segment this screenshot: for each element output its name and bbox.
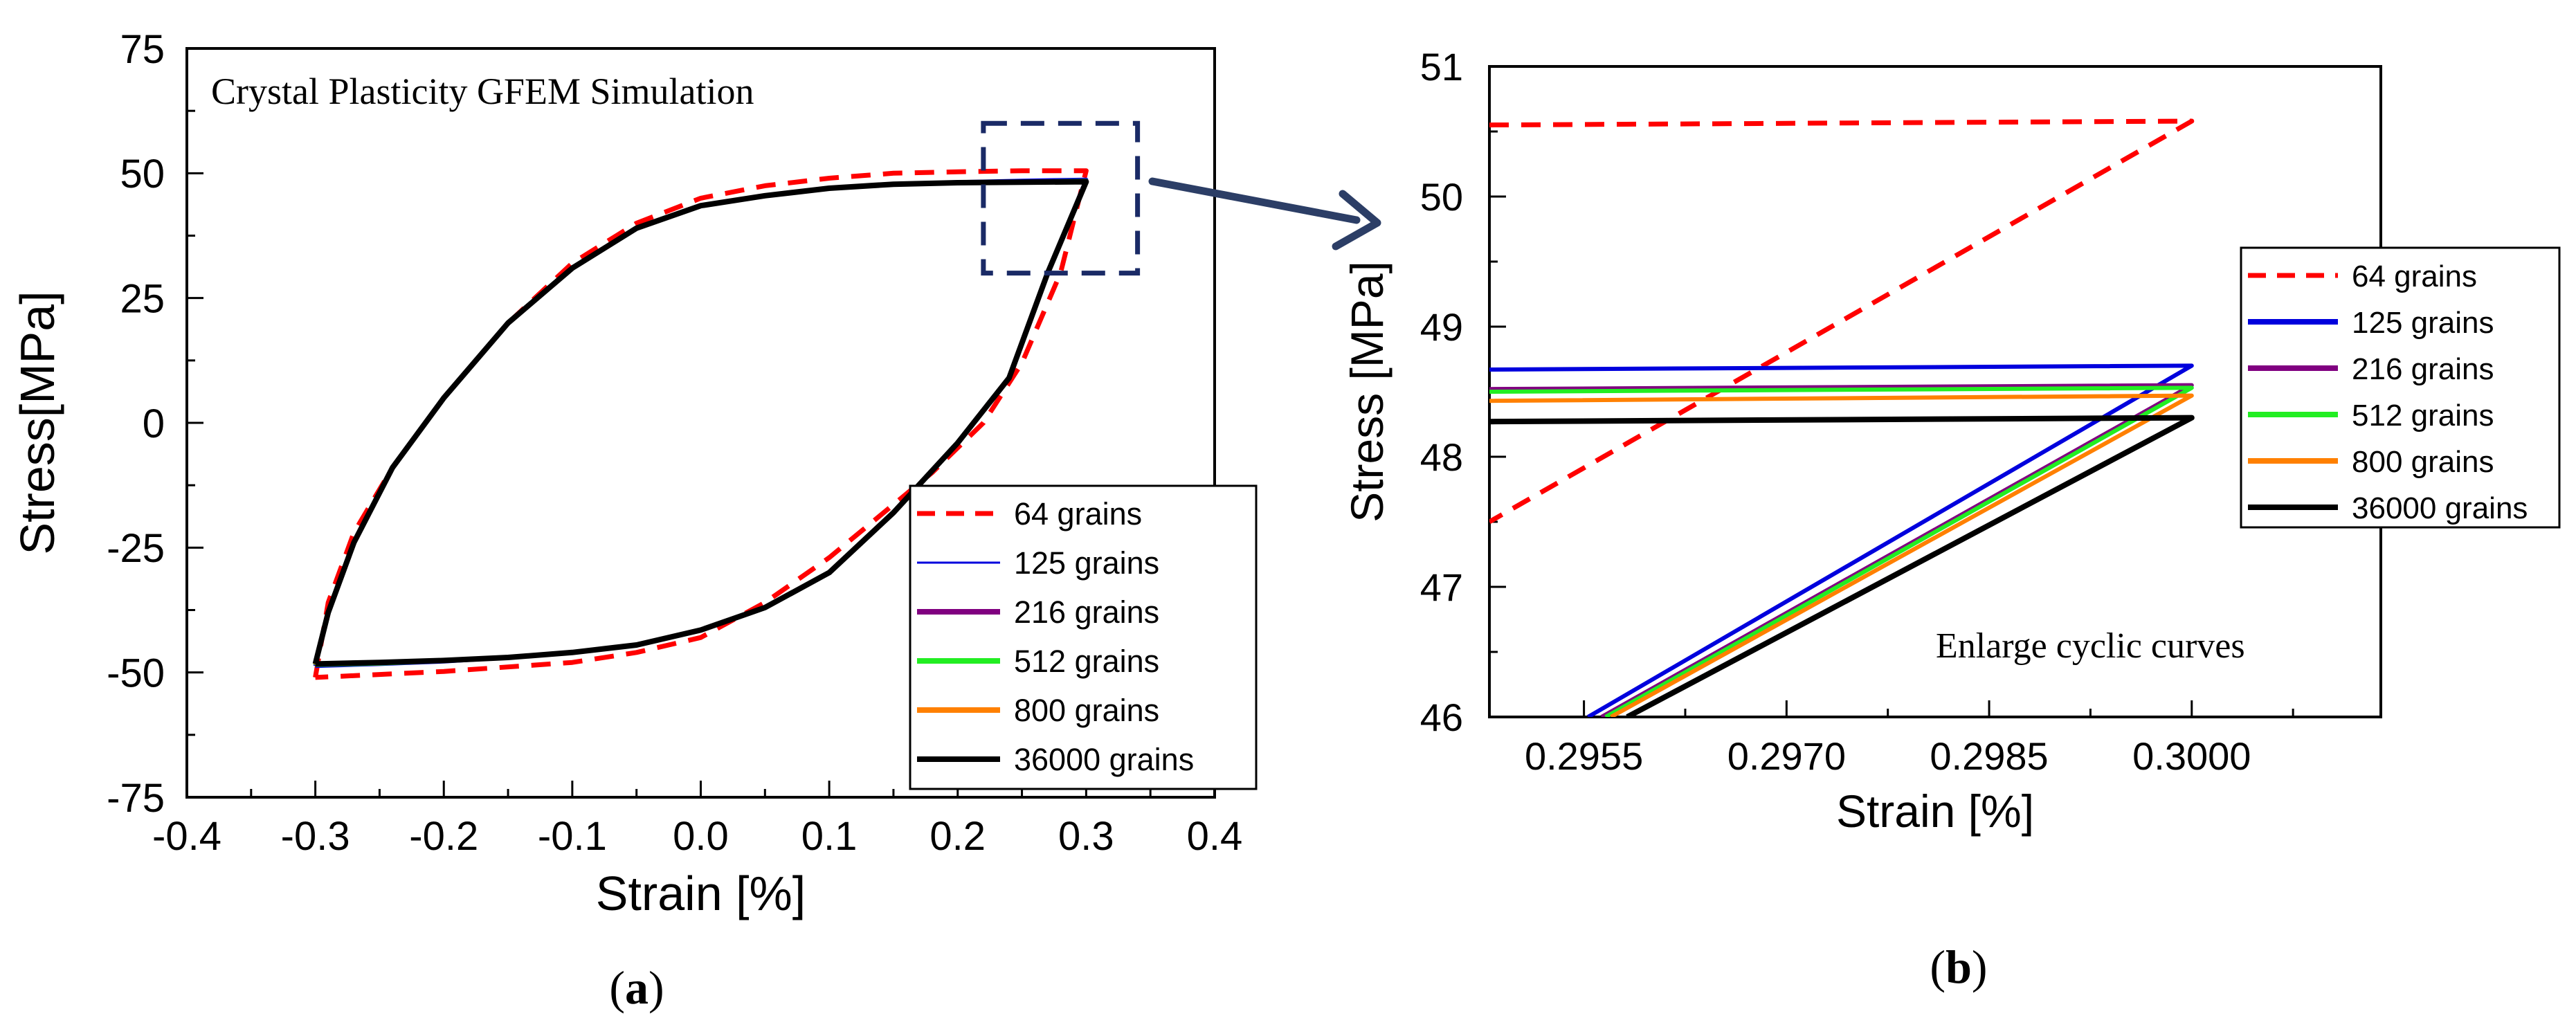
chart-annotation: Enlarge cyclic curves [1936, 626, 2245, 666]
x-axis-label: Strain [%] [1836, 785, 2034, 837]
y-tick-label: 51 [1420, 45, 1463, 89]
legend: 64 grains 125 grains 216 grains 512 grains 8… [2240, 246, 2561, 529]
legend-entry: 36000 grains [1014, 742, 1194, 777]
zoom-arrow [1148, 177, 1381, 251]
legend-frame [909, 484, 1258, 790]
x-tick-label: 0.2955 [1525, 734, 1643, 778]
zoom-box [981, 120, 1141, 276]
series-line [1489, 393, 2194, 717]
series-line [1489, 363, 2194, 717]
legend-entry: 512 grains [1014, 644, 1159, 679]
y-tick-label: 49 [1420, 305, 1463, 349]
series-line [1489, 118, 2195, 525]
x-axis-label: Strain [%] [596, 866, 806, 920]
y-tick-label: -25 [107, 526, 165, 571]
x-tick-label: 0.3 [1058, 814, 1114, 859]
x-tick-label: 0.2985 [1930, 734, 2048, 778]
y-tick-label: -50 [107, 651, 165, 696]
x-tick-label: 0.0 [673, 814, 729, 859]
y-tick-label: 25 [120, 277, 165, 322]
x-tick-label: 0.1 [801, 814, 858, 859]
y-tick-label: 48 [1420, 435, 1463, 479]
x-tick-label: 0.4 [1187, 814, 1243, 859]
chart-annotation: Crystal Plasticity GFEM Simulation [211, 71, 754, 112]
y-tick-label: 46 [1420, 696, 1463, 739]
series-line [1489, 415, 2195, 717]
chart-panel-b: 0.2955 0.2970 0.2985 0.3000 46 47 48 49 50 51 Stra… [1341, 45, 2561, 993]
x-tick-label: 0.2 [929, 814, 986, 859]
legend-entry: 216 grains [1014, 594, 1159, 630]
legend-entry: 125 grains [1014, 545, 1159, 581]
y-tick-label: 50 [1420, 175, 1463, 219]
y-tick-label: -75 [107, 776, 165, 821]
x-tick-label: -0.3 [281, 814, 350, 859]
series-line [1489, 385, 2194, 717]
x-tick-label: 0.2970 [1727, 734, 1846, 778]
legend-entry: 800 grains [1014, 693, 1159, 728]
legend-entry: 800 grains [2352, 445, 2494, 479]
series-line [1489, 383, 2194, 717]
legend-entry: 64 grains [1014, 496, 1142, 531]
legend-entry: 216 grains [2352, 352, 2494, 386]
legend-frame [2240, 246, 2561, 529]
series-group [1489, 118, 2195, 717]
x-tick-label: -0.2 [409, 814, 478, 859]
x-tick-label: -0.1 [538, 814, 607, 859]
series-line [312, 179, 1089, 667]
series-group [312, 168, 1089, 680]
y-axis-label: Stress [MPa] [1341, 261, 1393, 522]
y-tick-label: 47 [1420, 565, 1463, 609]
x-tick-label: 0.3000 [2132, 734, 2251, 778]
y-axis-label: Stress[MPa] [10, 291, 64, 554]
y-tick-label: 50 [120, 152, 165, 197]
y-tick-label: 0 [143, 401, 165, 446]
legend: 64 grains 125 grains 216 grains 512 grains 8… [909, 484, 1258, 790]
panel-label: (a) [609, 961, 664, 1014]
x-tick-label: -0.4 [152, 814, 221, 859]
panel-label: (b) [1930, 940, 1987, 993]
legend-entry: 125 grains [2352, 306, 2494, 340]
legend-entry: 36000 grains [2352, 491, 2528, 525]
legend-entry: 64 grains [2352, 260, 2477, 293]
chart-panel-a: -0.4 -0.3 -0.2 -0.1 0.0 0.1 0.2 0.3 0.4 -75 -50 -25… [10, 27, 1381, 1014]
legend-entry: 512 grains [2352, 399, 2494, 433]
y-tick-label: 75 [120, 27, 165, 72]
